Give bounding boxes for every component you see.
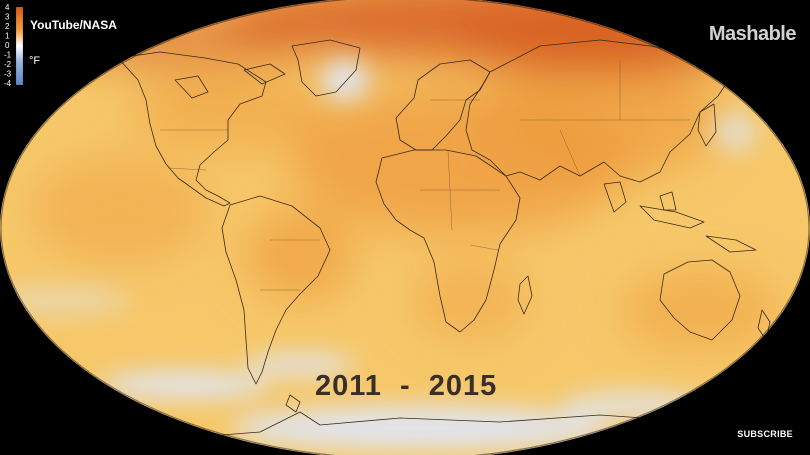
scale-tick: 4 <box>5 4 10 12</box>
africa-outline <box>375 149 521 333</box>
scale-unit: °F <box>29 55 41 67</box>
source-credit: YouTube/NASA <box>30 18 117 32</box>
mashable-watermark: Mashable <box>708 23 797 45</box>
color-scale-bar <box>15 6 24 86</box>
temperature-color-scale: 4 3 2 1 0 -1 -2 -3 -4 <box>4 4 24 88</box>
scale-tick: -4 <box>4 79 12 88</box>
scale-tick: -1 <box>4 51 12 60</box>
subscribe-button[interactable]: SUBSCRIBE <box>737 429 793 439</box>
scale-tick: 1 <box>5 32 10 41</box>
greenland-outline <box>291 39 361 97</box>
australia-outline <box>659 259 741 341</box>
scale-tick: 3 <box>5 13 10 22</box>
south-america-outline <box>221 195 331 385</box>
year-range-caption: 2011 - 2015 <box>315 370 498 402</box>
scale-tick: 0 <box>5 41 10 50</box>
scale-tick: -3 <box>4 70 12 79</box>
country-borders <box>160 60 690 291</box>
scale-tick: 2 <box>5 22 10 31</box>
scale-tick: -2 <box>4 60 12 69</box>
